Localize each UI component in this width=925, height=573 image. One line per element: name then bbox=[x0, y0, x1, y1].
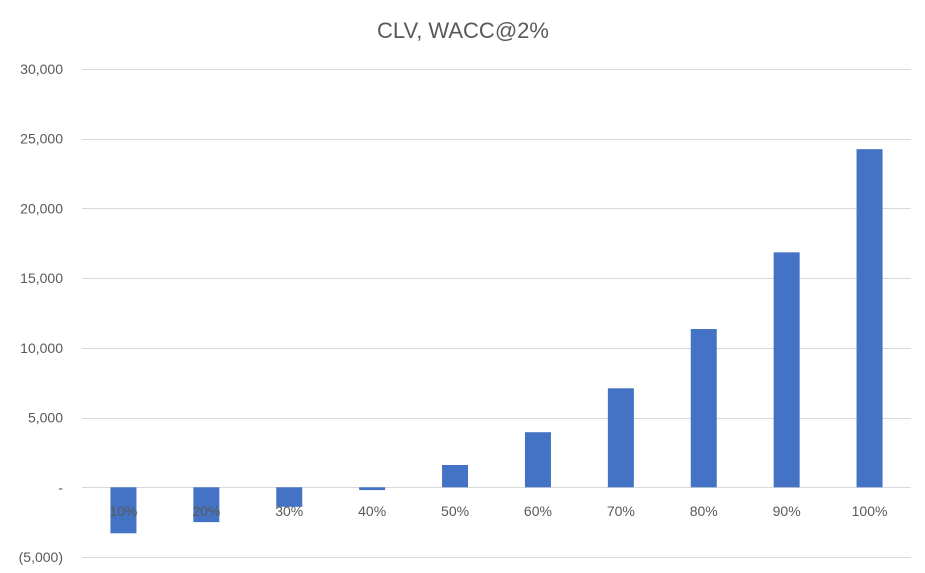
bar bbox=[607, 388, 634, 488]
bar bbox=[442, 464, 469, 488]
bar bbox=[524, 432, 551, 488]
bar bbox=[110, 487, 137, 534]
x-tick-label: 70% bbox=[607, 503, 635, 519]
x-tick-label: 20% bbox=[192, 503, 220, 519]
x-tick-label: 100% bbox=[852, 503, 888, 519]
chart-title: CLV, WACC@2% bbox=[377, 18, 549, 43]
y-tick-label: 5,000 bbox=[28, 410, 63, 426]
x-tick-label: 40% bbox=[358, 503, 386, 519]
x-tick-label: 10% bbox=[109, 503, 137, 519]
bar bbox=[856, 149, 883, 488]
x-tick-label: 60% bbox=[524, 503, 552, 519]
bar bbox=[690, 329, 717, 488]
x-axis-tick-labels: 10% 20% 30% 40% 50% 60% 70% 80% 90% 100% bbox=[109, 503, 887, 519]
y-tick-label: 20,000 bbox=[20, 200, 63, 216]
y-tick-label: 30,000 bbox=[20, 61, 63, 77]
bar-series bbox=[110, 149, 883, 534]
y-tick-label: 15,000 bbox=[20, 270, 63, 286]
x-tick-label: 90% bbox=[773, 503, 801, 519]
gridlines bbox=[82, 69, 911, 558]
bar bbox=[359, 487, 386, 491]
y-tick-label: (5,000) bbox=[19, 549, 63, 565]
x-tick-label: 30% bbox=[275, 503, 303, 519]
y-tick-label: - bbox=[58, 479, 63, 495]
y-tick-label: 10,000 bbox=[20, 340, 63, 356]
x-tick-label: 80% bbox=[690, 503, 718, 519]
bar bbox=[276, 487, 303, 507]
y-axis-tick-labels: (5,000) - 5,000 10,000 15,000 20,000 25,000 30,… bbox=[19, 61, 64, 565]
bar bbox=[773, 252, 800, 488]
y-tick-label: 25,000 bbox=[20, 131, 63, 147]
bar bbox=[193, 487, 220, 523]
x-tick-label: 50% bbox=[441, 503, 469, 519]
